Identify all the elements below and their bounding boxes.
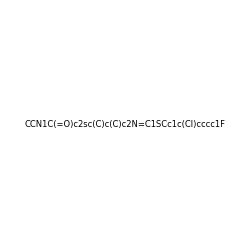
- Text: CCN1C(=O)c2sc(C)c(C)c2N=C1SCc1c(Cl)cccc1F: CCN1C(=O)c2sc(C)c(C)c2N=C1SCc1c(Cl)cccc1…: [24, 120, 226, 130]
